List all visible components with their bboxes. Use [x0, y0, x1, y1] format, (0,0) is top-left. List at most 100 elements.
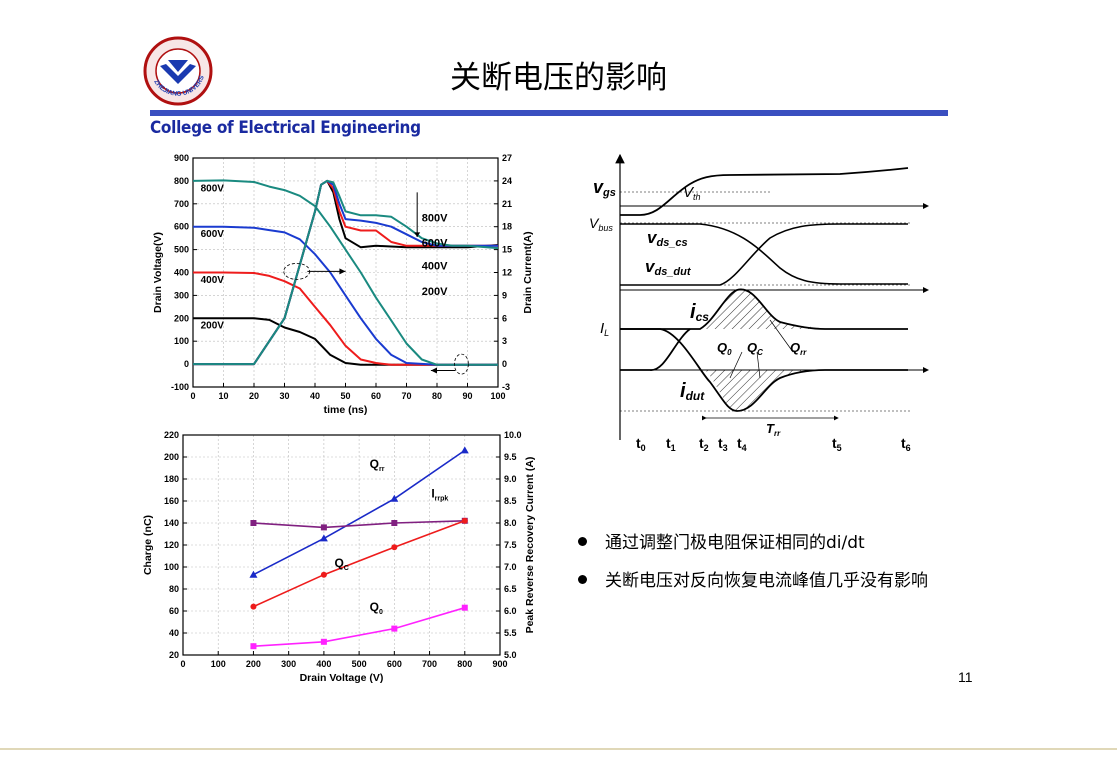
charge-vs-voltage-chart: 0 100 200 300 400 500 600 700 800 900 20 40 60 80 100 1… — [142, 430, 536, 684]
y-tick-label: 300 — [174, 290, 189, 300]
svg-text:t3: t3 — [718, 435, 728, 453]
y-tick-label: 100 — [164, 562, 179, 572]
label-qc: QC — [747, 340, 763, 357]
y-right-tick-label: 6.0 — [504, 606, 517, 616]
x-tick-label: 0 — [180, 659, 185, 669]
svg-text:t0: t0 — [636, 435, 646, 453]
y-right-tick-label: 10.0 — [504, 430, 522, 440]
arrow-label: 200V — [422, 286, 448, 298]
y-tick-label: 120 — [164, 540, 179, 550]
svg-text:t5: t5 — [832, 435, 842, 453]
y-right-tick-label: 9.0 — [504, 474, 517, 484]
data-point-qrr — [249, 570, 258, 578]
plot-frame — [182, 434, 501, 656]
footer-divider — [0, 748, 1117, 750]
y-tick-label: 100 — [174, 336, 189, 346]
x-tick-label: 80 — [432, 391, 442, 401]
y-tick-label: 800 — [174, 176, 189, 186]
y-tick-label: 600 — [174, 222, 189, 232]
series-annotation: 600V — [201, 229, 225, 240]
vds-dut-curve — [620, 223, 908, 286]
y-tick-label: 80 — [169, 584, 179, 594]
y-tick-label: 20 — [169, 650, 179, 660]
y-right-tick-label: 5.5 — [504, 628, 517, 638]
arrow-label: 400V — [422, 261, 448, 273]
y-right-tick-label: 5.0 — [504, 650, 517, 660]
vgs-curve — [620, 167, 909, 216]
bullet-dot — [578, 575, 587, 584]
left-axis-arrowhead — [339, 268, 346, 275]
svg-text:t4: t4 — [737, 435, 747, 453]
series-line-800v — [192, 179, 498, 366]
arrow-label: 600V — [422, 238, 448, 250]
y-tick-label: 900 — [174, 153, 189, 163]
y-tick-label: 180 — [164, 474, 179, 484]
y-right-tick-label: 24 — [502, 176, 512, 186]
label-trr: Trr — [766, 421, 781, 438]
series-label-qc: QC — [334, 556, 348, 572]
y-tick-label: 40 — [169, 628, 179, 638]
right-axis-marker — [453, 353, 469, 375]
header-divider — [150, 110, 948, 116]
y-tick-label: 500 — [174, 245, 189, 255]
bullet-text: 通过调整门极电阻保证相同的di/dt — [605, 533, 865, 553]
idut-curve — [620, 328, 908, 412]
x-tick-label: 40 — [310, 391, 320, 401]
y-axis-label: Charge (nC) — [142, 515, 154, 575]
y-tick-label: 0 — [184, 359, 189, 369]
data-point-q0 — [461, 604, 468, 611]
series-annotation: 800V — [201, 183, 225, 194]
x-tick-label: 800 — [457, 659, 472, 669]
series-label-q0: Q0 — [370, 600, 383, 616]
label-idut: idut — [680, 380, 705, 403]
x-tick-label: 100 — [490, 391, 505, 401]
svg-text:t1: t1 — [666, 435, 676, 453]
x-tick-label: 300 — [281, 659, 296, 669]
data-point-irrpk — [250, 520, 257, 526]
x-tick-label: 900 — [492, 659, 507, 669]
page-number: 11 — [958, 669, 973, 685]
y-right-tick-label: 8.5 — [504, 496, 517, 506]
y-right-tick-label: 6.5 — [504, 584, 517, 594]
y-tick-label: -100 — [171, 382, 189, 392]
x-tick-label: 200 — [246, 659, 261, 669]
y-right-tick-label: 21 — [502, 199, 512, 209]
y-right-tick-label: 3 — [502, 336, 507, 346]
series-line-qc — [253, 520, 466, 608]
data-point-qrr — [460, 446, 469, 454]
label-vds-cs: vds_cs — [647, 228, 688, 249]
series-line-qrr — [253, 449, 466, 576]
label-vbus: Vbus — [589, 215, 613, 233]
x-tick-label: 70 — [401, 391, 411, 401]
bullet-text: 关断电压对反向恢复电流峰值几乎没有影响 — [605, 571, 928, 591]
series-label-irrpk: Irrpk — [431, 487, 448, 503]
y-right-axis-label: Peak Reverse Recovery Current (A) — [524, 457, 536, 634]
right-axis-arrowhead — [430, 367, 437, 374]
y-axis-label: Drain Voltage(V) — [152, 232, 164, 313]
y-right-tick-label: 7.0 — [504, 562, 517, 572]
label-ics: ics — [690, 301, 709, 324]
y-right-axis-label: Drain Current(A) — [522, 231, 534, 313]
y-right-tick-label: 15 — [502, 245, 512, 255]
data-point-q0 — [250, 643, 257, 650]
y-right-tick-label: 18 — [502, 222, 512, 232]
vds-cs-curve — [620, 223, 908, 285]
svg-text:t2: t2 — [699, 435, 709, 453]
data-point-irrpk — [391, 520, 398, 526]
arrow-label: 800V — [422, 213, 448, 225]
y-tick-label: 200 — [164, 452, 179, 462]
x-tick-label: 400 — [316, 659, 331, 669]
data-point-irrpk — [320, 524, 327, 531]
label-il: IL — [600, 320, 609, 338]
bullet-dot — [578, 537, 587, 546]
data-point-qrr — [390, 494, 399, 502]
y-tick-label: 220 — [164, 430, 179, 440]
voltage-arrowhead — [414, 232, 421, 238]
y-right-tick-label: 7.5 — [504, 540, 517, 550]
y-tick-label: 60 — [169, 606, 179, 616]
series-label-qrr: Qrr — [370, 457, 385, 473]
label-qrr: Qrr — [790, 340, 807, 357]
timing-diagram: vgs Vth Vbus vds_cs vds_dut ics IL Q0 QC… — [589, 153, 929, 453]
series-line-id-800v — [193, 179, 499, 366]
bullet-item: 通过调整门极电阻保证相同的di/dt — [578, 528, 865, 553]
